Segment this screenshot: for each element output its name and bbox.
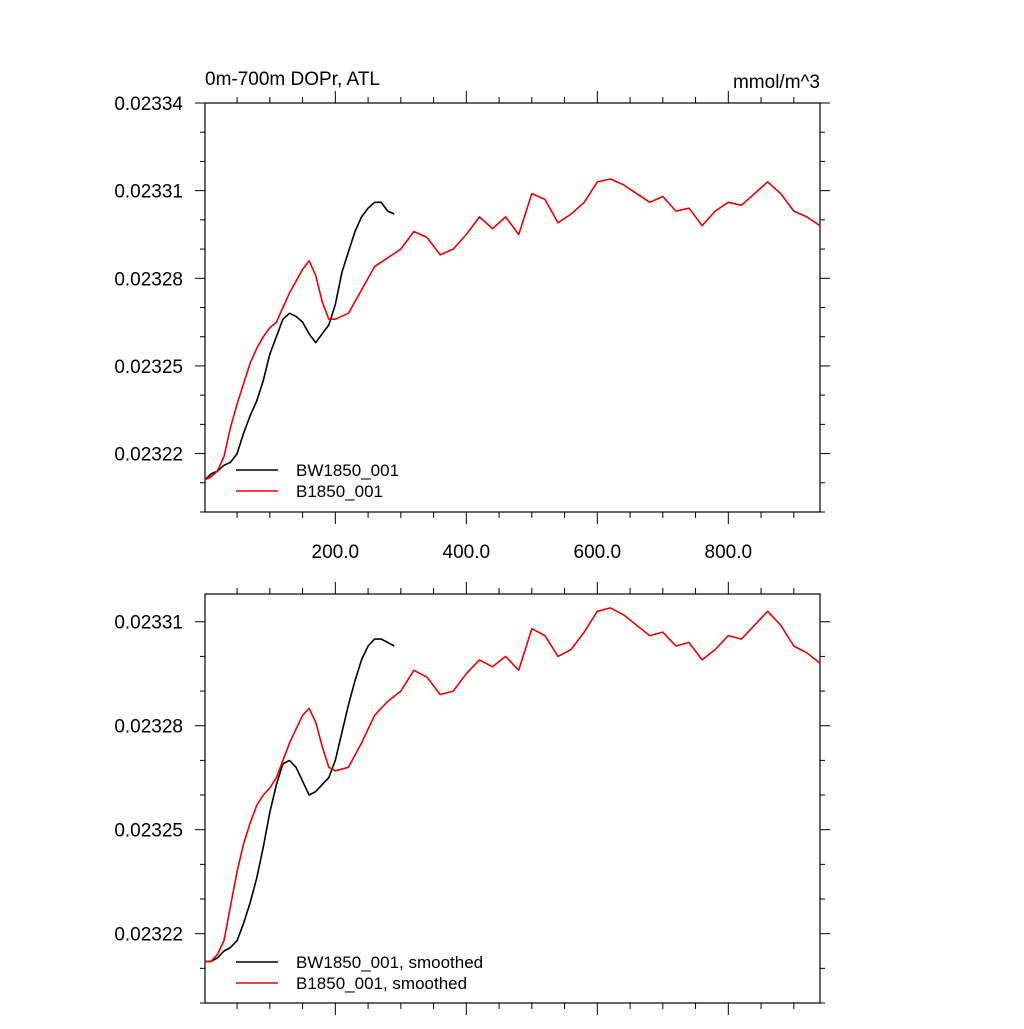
series-line-bw1850 <box>205 638 395 963</box>
series-line-bw1850 <box>204 201 395 481</box>
y-tick-label: 0.02325 <box>114 357 183 378</box>
x-tick-label: 600.0 <box>574 542 622 563</box>
y-tick-label: 0.02334 <box>114 94 183 115</box>
x-tick-label: 200.0 <box>312 542 360 563</box>
legend-label: B1850_001, smoothed <box>296 974 467 993</box>
legend-label: BW1850_001 <box>296 461 399 480</box>
x-tick-label: 800.0 <box>705 542 753 563</box>
bottom-panel: 0.02322 0.02325 0.02328 0.02331 BW1850_001, … <box>114 582 830 1015</box>
y-tick-label: 0.02322 <box>114 445 183 466</box>
chart-title: 0m-700m DOPr, ATL <box>205 69 380 90</box>
series-line-b1850 <box>204 178 821 481</box>
series-line-b1850 <box>205 607 821 963</box>
plot-frame <box>204 593 821 1004</box>
legend-label: B1850_001 <box>296 482 383 501</box>
top-panel: 0m-700m DOPr, ATL mmol/m^3 0.02322 0.0232… <box>114 69 830 563</box>
y-tick-label: 0.02322 <box>114 925 183 946</box>
y-tick-label: 0.02325 <box>114 821 183 842</box>
y-tick-label: 0.02328 <box>114 717 183 738</box>
y-tick-label: 0.02328 <box>114 269 183 290</box>
units-label: mmol/m^3 <box>733 72 820 93</box>
y-tick-label: 0.02331 <box>114 182 183 203</box>
y-tick-label: 0.02331 <box>114 613 183 634</box>
legend-label: BW1850_001, smoothed <box>296 953 483 972</box>
x-tick-label: 400.0 <box>443 542 491 563</box>
